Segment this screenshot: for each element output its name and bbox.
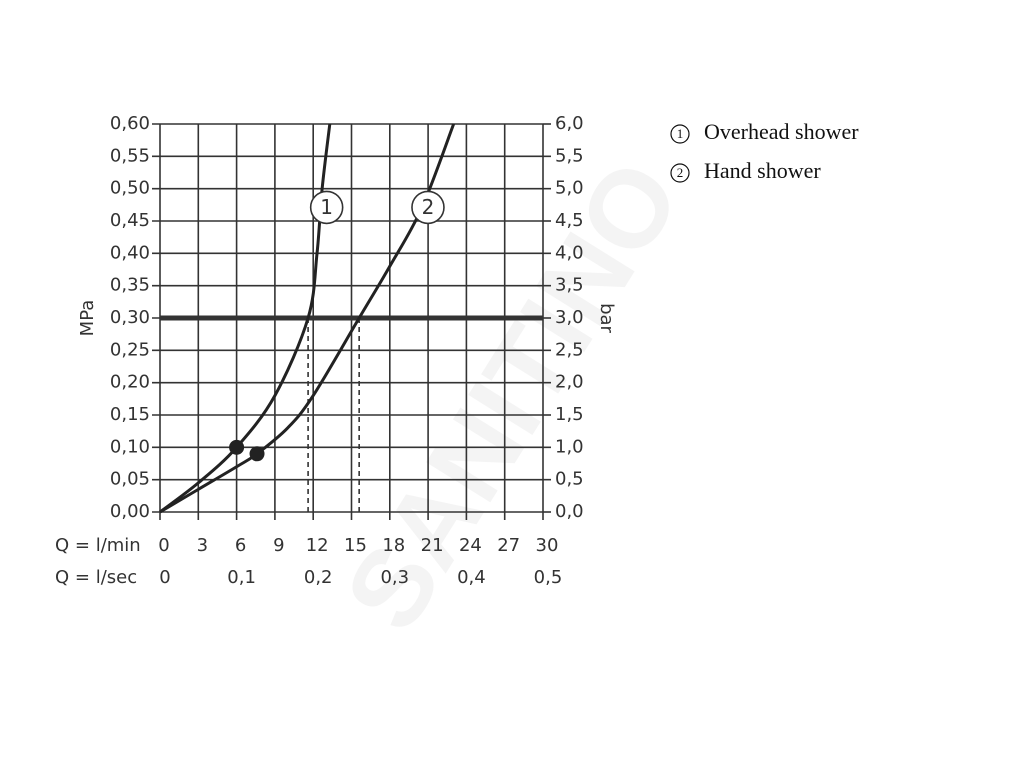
y2-axis-label: bar	[596, 303, 617, 333]
y-tick-label: 0,40	[110, 242, 150, 263]
y2-tick-label: 5,5	[555, 145, 584, 166]
x2-tick-label: 0,1	[227, 567, 256, 588]
y-tick-label: 0,50	[110, 178, 150, 199]
x-tick-label: 0	[158, 535, 169, 556]
y2-tick-label: 3,0	[555, 307, 584, 328]
curve-label-circle	[411, 190, 445, 225]
y2-tick-label: 4,0	[555, 242, 584, 263]
y2-tick-label: 3,5	[555, 275, 584, 296]
y-axis-label: MPa	[77, 300, 98, 337]
y-tick-label: 0,15	[110, 404, 150, 425]
x2-tick-label: 0,4	[457, 567, 486, 588]
y2-tick-label: 0,0	[555, 501, 584, 522]
curve-label: 1	[320, 195, 333, 219]
x-tick-label: 12	[306, 535, 329, 556]
x-tick-label: 30	[536, 535, 559, 556]
y2-tick-label: 6,0	[555, 113, 584, 134]
x-tick-label: 24	[459, 535, 482, 556]
y2-tick-label: 2,5	[555, 339, 584, 360]
y-tick-label: 0,30	[110, 307, 150, 328]
y-tick-label: 0,60	[110, 113, 150, 134]
x2-tick-label: 0,5	[534, 567, 563, 588]
x-tick-label: 9	[273, 535, 284, 556]
y-tick-label: 0,55	[110, 145, 150, 166]
legend-symbol	[670, 124, 690, 144]
x2-axis-label: Q = l/sec	[55, 567, 137, 588]
curve-label-circle	[309, 190, 344, 225]
legend-symbol-label: 2	[677, 165, 684, 180]
marker-dot	[249, 446, 265, 462]
x-tick-label: 6	[235, 535, 246, 556]
y-tick-label: 0,45	[110, 210, 150, 231]
marker-dot	[229, 439, 245, 455]
legend-label: Overhead shower	[704, 119, 859, 144]
y2-tick-label: 2,0	[555, 372, 584, 393]
x-tick-label: 15	[344, 535, 367, 556]
y-tick-label: 0,35	[110, 275, 150, 296]
y2-tick-label: 0,5	[555, 469, 584, 490]
y-tick-label: 0,00	[110, 501, 150, 522]
legend-symbol-label: 1	[677, 126, 684, 141]
legend-symbol	[670, 163, 690, 183]
y-tick-label: 0,10	[110, 436, 150, 457]
curve	[159, 123, 456, 514]
x-axis-label: Q = l/min	[55, 535, 141, 556]
x-tick-label: 21	[421, 535, 444, 556]
y2-tick-label: 4,5	[555, 210, 584, 231]
y2-tick-label: 1,5	[555, 404, 584, 425]
y2-tick-label: 1,0	[555, 436, 584, 457]
x-tick-label: 27	[497, 535, 520, 556]
legend-label: Hand shower	[704, 158, 821, 183]
y-tick-label: 0,20	[110, 372, 150, 393]
y-tick-label: 0,25	[110, 339, 150, 360]
y2-tick-label: 5,0	[555, 178, 584, 199]
x-tick-label: 18	[382, 535, 405, 556]
x-tick-label: 3	[197, 535, 208, 556]
x2-tick-label: 0,2	[304, 567, 333, 588]
watermark: SANITINO	[321, 140, 704, 651]
y-tick-label: 0,05	[110, 469, 150, 490]
x2-tick-label: 0	[159, 567, 170, 588]
curve-label: 2	[422, 195, 435, 219]
x2-tick-label: 0,3	[380, 567, 409, 588]
